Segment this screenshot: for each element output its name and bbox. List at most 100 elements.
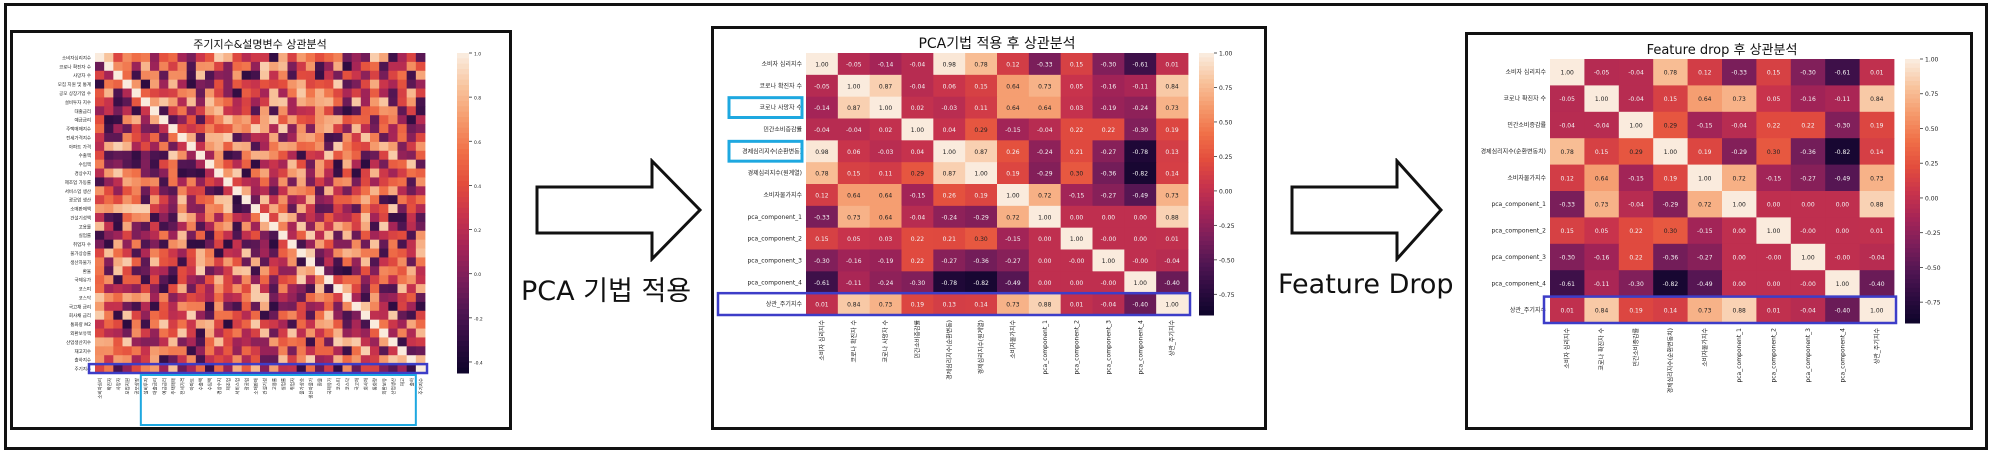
heatmap-cell bbox=[360, 284, 371, 294]
heatmap-cell bbox=[186, 204, 197, 214]
cell-value-label: -0.15 bbox=[1005, 236, 1021, 243]
heatmap-cell bbox=[1859, 164, 1895, 192]
heatmap-cell bbox=[388, 310, 398, 321]
heatmap-cell bbox=[177, 61, 188, 72]
x-tick-label: 상관_주기지수 bbox=[1168, 320, 1176, 357]
heatmap-cell bbox=[131, 150, 142, 161]
heatmap-cell bbox=[1550, 85, 1585, 113]
heatmap-cell bbox=[186, 337, 197, 347]
heatmap-cell bbox=[214, 115, 224, 125]
heatmap-cell bbox=[360, 337, 371, 347]
heatmap-cell bbox=[351, 195, 362, 205]
heatmap-cell bbox=[324, 53, 334, 63]
cell-value-label: 0.05 bbox=[847, 236, 861, 243]
heatmap-cell bbox=[95, 355, 105, 365]
heatmap-cell bbox=[287, 301, 298, 312]
heatmap-cell bbox=[333, 346, 343, 356]
heatmap-cell bbox=[104, 257, 114, 267]
cell-value-label: -0.00 bbox=[1800, 281, 1816, 288]
heatmap-cell bbox=[1722, 296, 1757, 324]
heatmap-cell bbox=[214, 133, 224, 143]
heatmap-cell bbox=[95, 213, 105, 223]
cell-value-label: 1.00 bbox=[1165, 302, 1179, 309]
cell-value-label: 0.15 bbox=[815, 236, 829, 243]
colorbar-segment bbox=[457, 175, 469, 182]
cell-value-label: -0.04 bbox=[910, 214, 926, 221]
cell-value-label: 0.73 bbox=[1698, 307, 1712, 314]
heatmap-cell bbox=[205, 266, 215, 276]
cell-value-label: 0.14 bbox=[1664, 307, 1678, 314]
heatmap-cell bbox=[342, 53, 353, 63]
heatmap-cell bbox=[159, 275, 169, 285]
heatmap-cell bbox=[140, 301, 151, 312]
heatmap-cell bbox=[113, 248, 123, 258]
heatmap-cell bbox=[305, 115, 316, 125]
heatmap-cell bbox=[159, 319, 169, 329]
colorbar-segment bbox=[1199, 162, 1214, 168]
heatmap-cell bbox=[205, 186, 215, 196]
heatmap-cell bbox=[150, 97, 160, 107]
heatmap-cell bbox=[370, 266, 380, 276]
heatmap-cell bbox=[379, 221, 389, 232]
heatmap-cell bbox=[415, 319, 426, 329]
heatmap-cell bbox=[195, 53, 206, 63]
heatmap-cell bbox=[260, 159, 270, 169]
cell-value-label: 0.73 bbox=[847, 214, 861, 221]
heatmap-cell bbox=[269, 115, 279, 125]
colorbar-tick-label: 0.2 bbox=[474, 228, 481, 234]
heatmap-cell bbox=[397, 221, 408, 232]
cell-value-label: 0.73 bbox=[1038, 83, 1052, 90]
cell-value-label: 1.00 bbox=[1134, 280, 1148, 287]
heatmap-cell bbox=[104, 141, 114, 152]
heatmap-cell bbox=[122, 319, 133, 329]
heatmap-cell bbox=[186, 364, 197, 374]
heatmap-cell bbox=[278, 364, 288, 374]
heatmap-cell bbox=[104, 177, 114, 187]
heatmap-cell bbox=[195, 239, 206, 249]
heatmap-cell bbox=[214, 328, 224, 338]
heatmap-cell bbox=[296, 133, 307, 143]
colorbar-segment bbox=[1199, 271, 1214, 277]
heatmap-cell bbox=[305, 124, 316, 134]
heatmap-cell bbox=[370, 186, 380, 196]
heatmap-cell bbox=[315, 195, 325, 205]
y-tick-label: 외환보유액 bbox=[70, 330, 91, 337]
cell-value-label: 0.72 bbox=[1006, 214, 1020, 221]
y-tick-label: 소비자 심리지수 bbox=[1505, 68, 1546, 76]
heatmap-cell bbox=[360, 221, 371, 232]
cell-value-label: 0.29 bbox=[1664, 123, 1678, 130]
cell-value-label: 0.00 bbox=[1070, 280, 1084, 287]
colorbar-segment bbox=[457, 266, 469, 273]
heatmap-cell bbox=[287, 141, 298, 152]
heatmap-cell bbox=[223, 70, 233, 81]
heatmap-cell bbox=[415, 195, 426, 205]
heatmap-cell bbox=[406, 53, 417, 63]
heatmap-cell bbox=[351, 364, 362, 374]
colorbar-segment bbox=[457, 117, 469, 123]
heatmap-cell bbox=[150, 328, 160, 338]
heatmap-cell bbox=[869, 249, 902, 272]
cell-value-label: 0.29 bbox=[911, 171, 925, 178]
heatmap-cell bbox=[370, 301, 380, 312]
y-tick-label: 경상수지 bbox=[74, 170, 91, 177]
cell-value-label: 0.30 bbox=[1767, 149, 1781, 156]
heatmap-cell bbox=[269, 53, 279, 63]
colorbar-segment bbox=[1905, 138, 1920, 144]
heatmap-cell bbox=[95, 79, 105, 89]
heatmap-cell bbox=[1618, 243, 1654, 271]
heatmap-cell bbox=[140, 364, 151, 374]
colorbar-segment bbox=[1905, 72, 1920, 78]
heatmap-cell bbox=[415, 70, 426, 81]
heatmap-cell bbox=[113, 266, 123, 276]
colorbar-segment bbox=[1199, 197, 1214, 202]
heatmap-cell bbox=[241, 266, 252, 276]
heatmap-cell bbox=[168, 248, 178, 258]
colorbar-segment bbox=[1199, 253, 1214, 259]
heatmap-cell bbox=[168, 275, 178, 285]
colorbar-segment bbox=[457, 186, 469, 193]
heatmap-cell bbox=[1060, 184, 1093, 207]
cell-value-label: 0.15 bbox=[974, 83, 988, 90]
heatmap-cell bbox=[1756, 217, 1792, 245]
heatmap-cell bbox=[95, 364, 105, 374]
heatmap-cell bbox=[140, 168, 151, 178]
